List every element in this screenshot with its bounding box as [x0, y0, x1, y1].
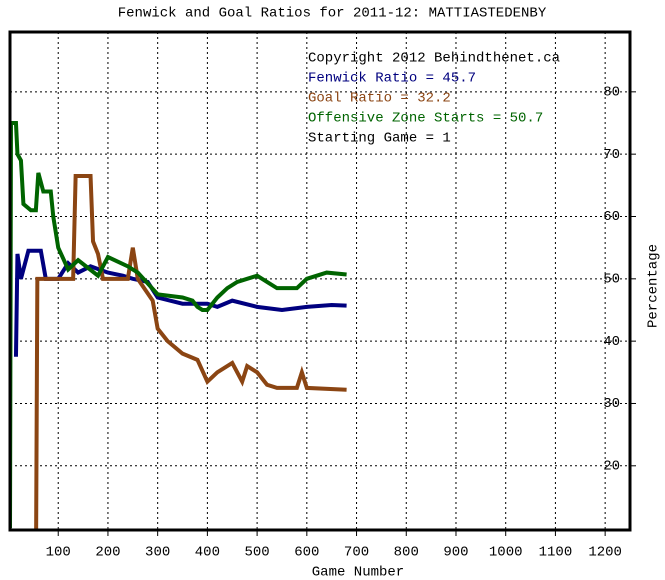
plot-lines — [10, 120, 347, 530]
y-tick-label: 70 — [603, 147, 620, 163]
x-axis-label: Game Number — [312, 565, 404, 580]
y-tick-label: 60 — [603, 209, 620, 225]
x-tick-label: 400 — [195, 545, 220, 561]
x-tick-label: 1000 — [489, 545, 523, 561]
series-line — [10, 120, 347, 529]
y-axis-label: Percentage — [646, 244, 662, 328]
annotation: Goal Ratio = 32.2 — [308, 91, 451, 107]
y-tick-label: 20 — [603, 459, 620, 475]
y-tick-label: 40 — [603, 334, 620, 350]
y-tick-label: 50 — [603, 272, 620, 288]
annotation: Starting Game = 1 — [308, 131, 451, 147]
y-tick-label: 80 — [603, 85, 620, 101]
x-tick-label: 1100 — [539, 545, 573, 561]
x-tick-label: 700 — [344, 545, 369, 561]
x-tick-label: 300 — [145, 545, 170, 561]
annotation: Copyright 2012 Behindthenet.ca — [308, 51, 560, 67]
x-tick-label: 600 — [294, 545, 319, 561]
chart-title: Fenwick and Goal Ratios for 2011-12: MAT… — [118, 6, 547, 22]
x-tick-label: 500 — [244, 545, 269, 561]
x-tick-label: 1200 — [588, 545, 622, 561]
x-tick-label: 900 — [443, 545, 468, 561]
y-tick-label: 30 — [603, 396, 620, 412]
annotation: Fenwick Ratio = 45.7 — [308, 71, 476, 87]
x-tick-label: 800 — [394, 545, 419, 561]
annotation: Offensive Zone Starts = 50.7 — [308, 111, 543, 127]
x-tick-label: 200 — [95, 545, 120, 561]
series-line — [34, 173, 347, 530]
plot-border — [8, 30, 632, 532]
x-tick-label: 100 — [46, 545, 71, 561]
